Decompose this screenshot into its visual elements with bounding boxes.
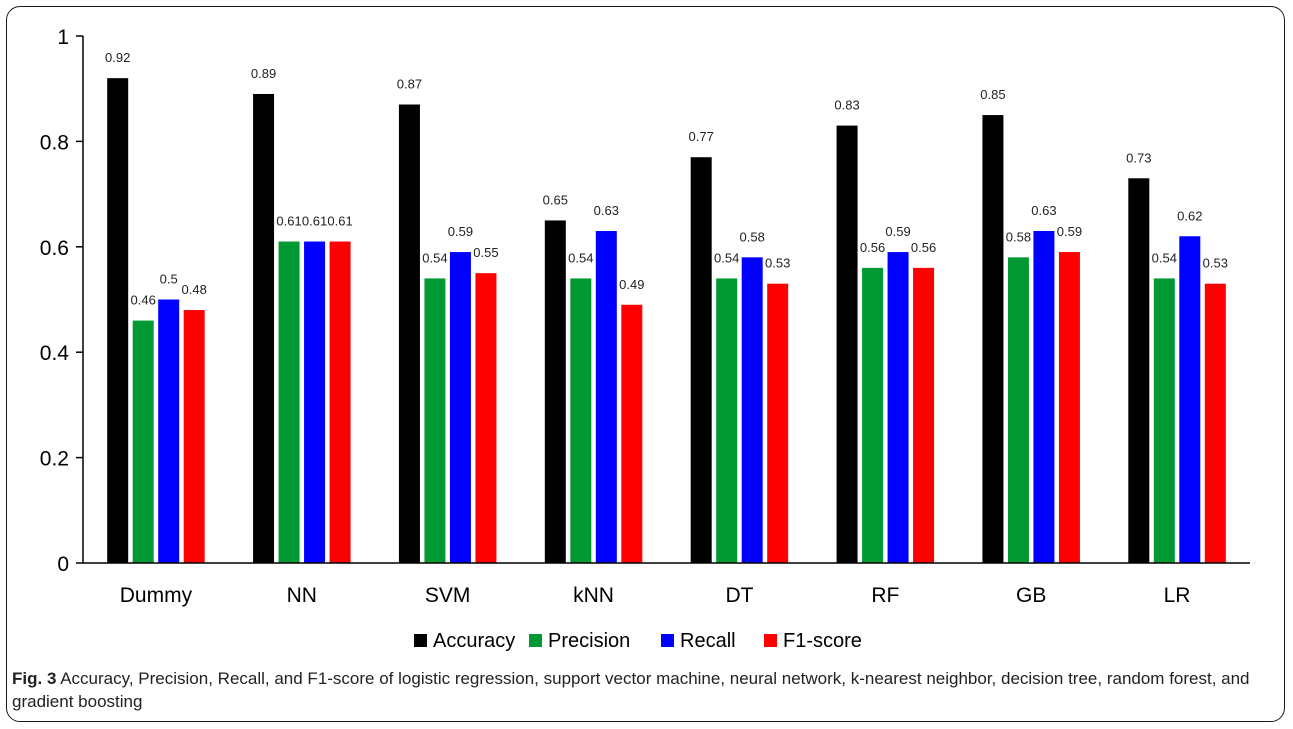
bar: [913, 267, 935, 563]
data-label: 0.54: [714, 250, 739, 265]
legend-swatch: [414, 634, 427, 647]
x-tick-label: DT: [725, 584, 753, 607]
data-label: 0.59: [1057, 224, 1082, 239]
data-label: 0.83: [834, 98, 859, 113]
bar: [887, 252, 909, 563]
data-label: 0.54: [422, 250, 447, 265]
data-label: 0.49: [619, 277, 644, 292]
bar: [836, 125, 858, 563]
data-label: 0.59: [448, 224, 473, 239]
bar: [716, 278, 738, 563]
bar: [595, 230, 617, 564]
data-label: 0.77: [689, 129, 714, 144]
bar: [424, 278, 446, 563]
bar: [398, 104, 420, 563]
caption-text: Accuracy, Precision, Recall, and F1-scor…: [12, 669, 1250, 711]
bar: [862, 267, 884, 563]
x-axis-labels: Dummy NN SVM kNN DT RF GB LR: [120, 584, 1191, 607]
bar: [690, 157, 712, 563]
bar: [107, 78, 129, 563]
legend-label: F1-score: [783, 630, 862, 652]
bar: [183, 310, 205, 563]
data-label: 0.55: [473, 245, 498, 260]
bar: [741, 257, 763, 563]
value-labels-group: 0.920.460.50.480.890.61 0.61 0.610.870.540…: [105, 50, 1228, 307]
bar: [544, 220, 566, 563]
data-label: 0.59: [885, 224, 910, 239]
bar: [1204, 283, 1226, 563]
data-label: 0.87: [397, 77, 422, 92]
bar: [1033, 230, 1055, 564]
legend-swatch: [529, 634, 542, 647]
bar: [621, 304, 643, 563]
figure-caption: Fig. 3 Accuracy, Precision, Recall, and …: [12, 667, 1272, 713]
data-label: 0.92: [105, 50, 130, 65]
data-label: 0.85: [980, 87, 1005, 102]
chart-legend: Accuracy Precision Recall F1-score: [414, 630, 862, 652]
caption-label: Fig. 3: [12, 669, 57, 688]
bar: [304, 241, 326, 563]
bar: [1153, 278, 1175, 563]
data-label: 0.61: [327, 214, 352, 229]
x-tick-label: Dummy: [120, 584, 193, 607]
y-tick-label: 1: [57, 26, 69, 49]
x-tick-label: NN: [287, 584, 317, 607]
legend-label: Precision: [548, 630, 630, 652]
data-label: 0.63: [1031, 203, 1056, 218]
y-tick-label: 0.4: [40, 342, 70, 365]
bar: [132, 320, 154, 563]
bar: [278, 241, 300, 563]
y-tick-label: 0.2: [40, 448, 69, 471]
y-axis-ticks: 0 0.2 0.4 0.6 0.8 1: [40, 26, 83, 576]
data-label: 0.54: [568, 250, 593, 265]
data-label: 0.61: [276, 214, 301, 229]
x-tick-label: SVM: [425, 584, 471, 607]
bar: [982, 115, 1004, 564]
data-label: 0.89: [251, 66, 276, 81]
bar-chart: 00.20.40.60.81 0.920.460.50.480.890.61 0.…: [40, 26, 1250, 652]
bar: [449, 252, 471, 563]
x-tick-label: LR: [1164, 584, 1191, 607]
bars-group: [107, 78, 1226, 564]
data-label: 0.62: [1177, 208, 1202, 223]
data-label: 0.65: [543, 192, 568, 207]
data-label: 0.58: [740, 229, 765, 244]
bar: [475, 273, 497, 563]
legend-swatch: [661, 634, 674, 647]
bar: [570, 278, 592, 563]
legend-swatch: [764, 634, 777, 647]
bar: [1128, 178, 1150, 564]
y-tick-label: 0.8: [40, 131, 69, 154]
data-label: 0.56: [860, 240, 885, 255]
x-tick-label: RF: [871, 584, 899, 607]
data-label: 0.58: [1006, 229, 1031, 244]
bar: [253, 93, 275, 563]
legend-label: Recall: [680, 630, 736, 652]
bar: [1007, 257, 1029, 563]
data-label: 0.61: [302, 214, 327, 229]
bar: [158, 299, 180, 563]
data-label: 0.48: [182, 282, 207, 297]
y-tick-label: 0.6: [40, 237, 69, 260]
bar: [767, 283, 789, 563]
data-label: 0.46: [131, 293, 156, 308]
data-label: 0.73: [1126, 150, 1151, 165]
bar: [1058, 252, 1080, 563]
bar: [1179, 236, 1201, 563]
bar: [329, 241, 351, 563]
data-label: 0.56: [911, 240, 936, 255]
data-label: 0.53: [765, 256, 790, 271]
data-label: 0.53: [1203, 256, 1228, 271]
data-label: 0.54: [1152, 250, 1177, 265]
data-label: 0.5: [160, 272, 178, 287]
data-label: 0.63: [594, 203, 619, 218]
y-tick-label: 0: [57, 553, 69, 576]
x-tick-label: kNN: [573, 584, 614, 607]
legend-label: Accuracy: [433, 630, 515, 652]
x-tick-label: GB: [1016, 584, 1046, 607]
